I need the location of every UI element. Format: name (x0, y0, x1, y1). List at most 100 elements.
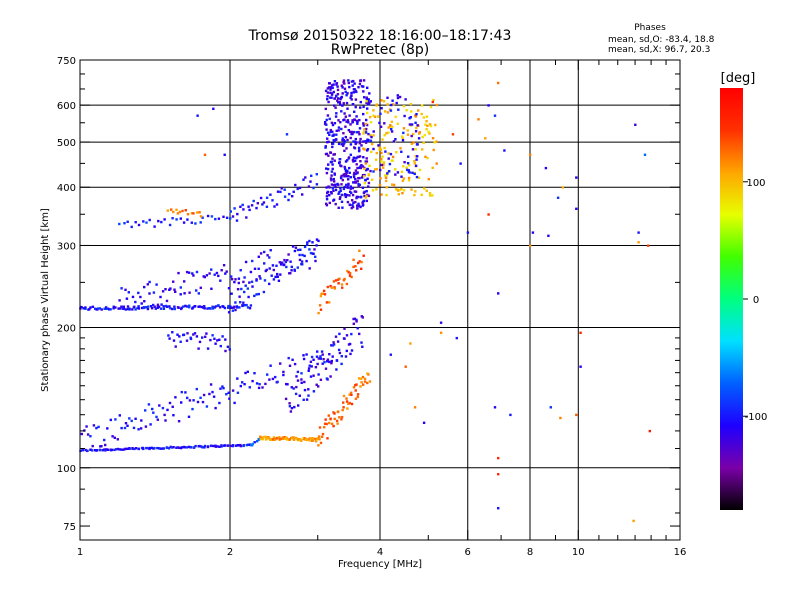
data-point (134, 308, 137, 311)
data-point (80, 305, 83, 309)
chart-title: Tromsø 20150322 18:16:00–18:17:43 (248, 28, 512, 44)
data-point (416, 155, 419, 158)
data-point (370, 135, 373, 139)
data-point (368, 92, 371, 95)
data-point (80, 432, 83, 436)
data-point (339, 189, 342, 192)
data-point (248, 386, 251, 389)
data-point (330, 84, 334, 87)
data-point (255, 293, 258, 296)
data-point (380, 160, 383, 163)
data-point (239, 301, 242, 304)
data-point (355, 195, 359, 198)
data-point (319, 441, 323, 445)
data-point (348, 274, 352, 277)
data-point (396, 96, 400, 100)
data-point (429, 124, 433, 128)
data-point (320, 350, 324, 353)
data-point (329, 284, 332, 288)
data-point (346, 159, 349, 162)
data-point (217, 304, 220, 307)
data-point (349, 136, 352, 140)
data-point (351, 193, 355, 197)
data-point (395, 101, 398, 105)
data-point (236, 377, 239, 380)
data-point (162, 307, 166, 310)
data-point (420, 193, 423, 196)
data-point (347, 178, 350, 181)
data-point (334, 335, 338, 338)
data-point (264, 382, 267, 386)
data-point (208, 392, 211, 396)
data-point (150, 307, 154, 310)
data-point (647, 244, 650, 247)
x-tick-label: 8 (527, 547, 533, 558)
data-point (247, 295, 250, 299)
data-point (148, 292, 151, 295)
data-point (330, 121, 334, 124)
data-point (575, 176, 578, 179)
data-point (343, 87, 347, 90)
data-point (293, 269, 296, 272)
data-point (332, 189, 335, 192)
data-point (325, 204, 329, 207)
data-point (128, 417, 131, 420)
data-point (259, 196, 263, 200)
data-point (351, 131, 354, 134)
data-point (159, 307, 163, 310)
data-point (175, 446, 178, 449)
colorbar-tick-label: 100 (746, 178, 765, 189)
data-point (355, 163, 358, 166)
data-point (216, 339, 219, 342)
data-point (339, 187, 342, 190)
data-point (389, 353, 392, 356)
data-point (347, 121, 350, 124)
data-point (322, 358, 325, 361)
data-point (337, 282, 340, 285)
data-point (373, 115, 377, 118)
data-point (206, 214, 210, 218)
data-point (290, 436, 293, 440)
data-point (257, 386, 261, 390)
data-point (341, 206, 344, 209)
data-point (173, 305, 176, 308)
data-point (177, 271, 180, 275)
data-point (367, 103, 371, 106)
data-point (331, 355, 334, 358)
data-point (189, 446, 193, 449)
data-point (364, 196, 367, 199)
data-point (283, 195, 287, 198)
data-point (263, 262, 266, 265)
data-point (244, 284, 247, 287)
data-point (132, 426, 136, 430)
data-point (241, 304, 244, 308)
data-point (391, 155, 395, 159)
data-point (292, 436, 295, 439)
data-point (360, 341, 363, 344)
y-tick-label: 500 (57, 138, 76, 149)
data-point (357, 185, 360, 188)
data-point (333, 286, 336, 289)
data-point (423, 187, 426, 190)
data-point (168, 223, 172, 227)
data-point (332, 341, 335, 344)
data-point (247, 205, 250, 208)
data-point (338, 158, 342, 161)
data-point (420, 104, 424, 107)
data-point (366, 107, 369, 110)
data-point (334, 138, 338, 141)
data-point (279, 263, 283, 266)
data-point (116, 438, 119, 441)
data-point (378, 184, 382, 187)
data-point (288, 402, 291, 405)
data-point (340, 418, 343, 421)
data-point (309, 360, 313, 363)
data-point (363, 194, 366, 198)
data-point (181, 209, 184, 213)
data-point (284, 260, 287, 264)
data-point (205, 405, 209, 408)
data-point (265, 205, 269, 208)
data-point (137, 223, 141, 227)
data-point (313, 248, 316, 251)
data-point (348, 166, 351, 170)
